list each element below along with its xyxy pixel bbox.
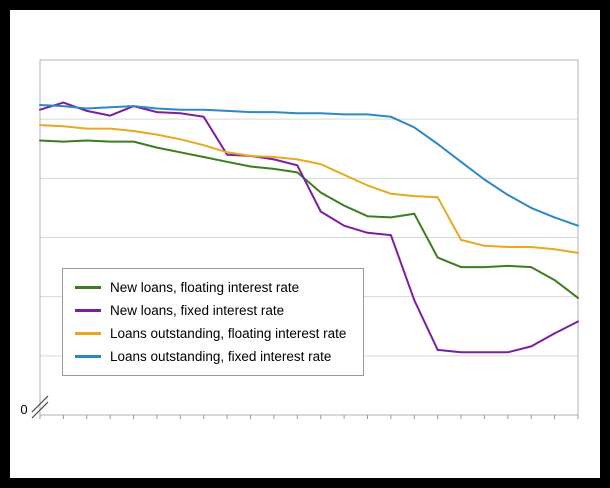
series-line (39, 139, 579, 299)
y-axis-zero-label: 0 (20, 402, 28, 417)
legend-item: New loans, floating interest rate (71, 276, 355, 299)
legend-swatch (75, 332, 101, 335)
legend: New loans, floating interest rate New loa… (62, 268, 364, 376)
legend-label: New loans, floating interest rate (110, 280, 300, 295)
series-line (39, 124, 579, 254)
plot-border (39, 59, 579, 416)
series-line (39, 101, 579, 354)
legend-swatch (75, 355, 101, 358)
legend-swatch (75, 286, 101, 289)
legend-item: New loans, fixed interest rate (71, 299, 355, 322)
axis-break-mark (31, 395, 49, 413)
line-chart (31, 59, 579, 419)
legend-label: Loans outstanding, floating interest rat… (110, 326, 347, 341)
legend-label: New loans, fixed interest rate (110, 303, 285, 318)
legend-label: Loans outstanding, fixed interest rate (110, 349, 332, 364)
axis-break-mark (31, 401, 49, 419)
chart-panel: New loans, floating interest rate New loa… (10, 10, 600, 478)
legend-item: Loans outstanding, floating interest rat… (71, 322, 355, 345)
series-line (39, 104, 579, 227)
legend-item: Loans outstanding, fixed interest rate (71, 345, 355, 368)
legend-swatch (75, 309, 101, 312)
